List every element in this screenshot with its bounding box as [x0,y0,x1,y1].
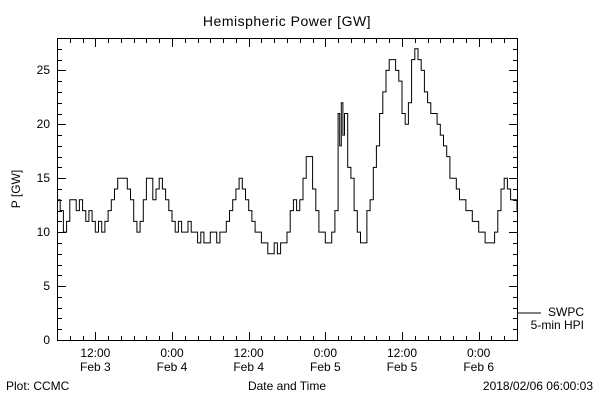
y-tick-label: 5 [43,279,50,294]
x-tick-time-label: 12:00 [233,346,264,360]
legend-series-label: 5-min HPI [530,318,584,332]
x-tick-date-label: Feb 5 [309,360,341,374]
y-tick-label: 0 [43,333,50,347]
x-tick-date-label: Feb 5 [386,360,418,374]
legend-source-label: SWPC [548,305,584,319]
generation-timestamp: 2018/02/06 06:00:03 [482,379,593,393]
y-tick-label: 20 [36,117,50,132]
x-tick-date-label: Feb 3 [79,360,111,374]
y-tick-label: 25 [36,63,50,78]
x-tick-date-label: Feb 4 [156,360,188,374]
y-tick-label: 10 [36,225,50,240]
x-tick-time-label: 0:00 [313,346,337,360]
legend: SWPC 5-min HPI [514,306,584,332]
y-tick-label: 15 [36,171,50,186]
x-tick-time-label: 12:00 [386,346,418,360]
x-tick-time-label: 12:00 [80,346,111,360]
plot-credit-label: Plot: CCMC [6,379,70,393]
chart-title: Hemispheric Power [GW] [202,13,372,29]
x-tick-date-label: Feb 4 [233,360,264,374]
x-tick-time-label: 0:00 [160,346,184,360]
x-tick-time-label: 0:00 [466,346,491,360]
x-tick-date-label: Feb 6 [463,360,494,374]
x-axis-title: Date and Time [247,379,327,393]
